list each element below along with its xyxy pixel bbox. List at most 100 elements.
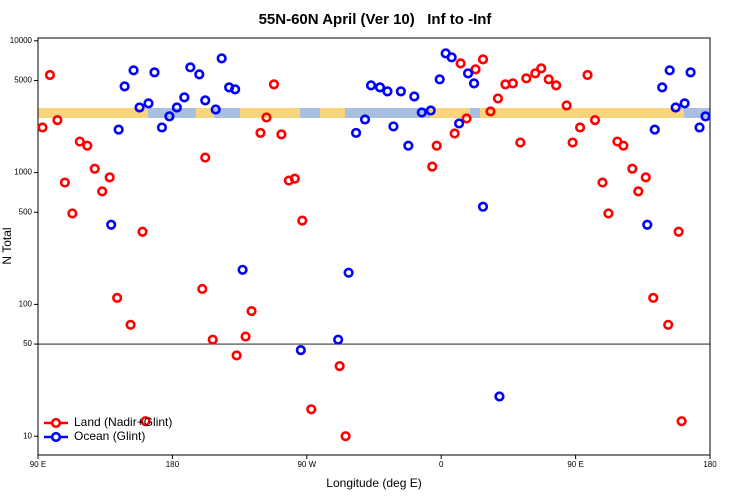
- point: [200, 152, 211, 163]
- point: [567, 137, 578, 148]
- point: [149, 67, 160, 78]
- point: [455, 58, 466, 69]
- point: [494, 391, 505, 402]
- point: [230, 84, 241, 95]
- y-tick-label: 10: [23, 431, 32, 440]
- point: [113, 124, 124, 135]
- point: [197, 283, 208, 295]
- point: [343, 267, 354, 278]
- point: [276, 129, 287, 140]
- point: [536, 63, 547, 74]
- point: [679, 98, 690, 109]
- point: [350, 127, 362, 139]
- point: [477, 54, 489, 65]
- point: [427, 161, 438, 172]
- point: [597, 177, 608, 188]
- point: [119, 81, 130, 92]
- point: [44, 69, 56, 81]
- point: [403, 140, 414, 151]
- point: [112, 292, 123, 304]
- x-tick-label: 180: [703, 460, 717, 469]
- y-tick-label: 500: [19, 207, 33, 216]
- point: [561, 100, 572, 111]
- point: [515, 137, 526, 148]
- point: [492, 93, 504, 104]
- point: [128, 65, 139, 76]
- point: [603, 208, 614, 219]
- y-tick-label: 10000: [10, 36, 33, 45]
- point: [261, 112, 272, 123]
- point: [663, 319, 674, 330]
- point: [268, 79, 280, 90]
- chart-title: 55N-60N April (Ver 10) Inf to -Inf: [259, 11, 493, 28]
- point: [589, 115, 601, 126]
- x-tick-label: 0: [439, 460, 444, 469]
- point: [210, 104, 221, 115]
- point: [521, 73, 532, 84]
- point: [627, 163, 638, 174]
- point: [431, 140, 442, 151]
- point: [289, 173, 300, 184]
- point: [468, 78, 480, 89]
- point: [143, 98, 154, 109]
- point: [359, 114, 371, 125]
- point: [179, 92, 190, 103]
- point: [676, 416, 687, 427]
- point: [340, 431, 351, 442]
- point: [648, 292, 659, 304]
- point: [333, 334, 344, 345]
- point: [395, 86, 406, 97]
- point: [434, 74, 445, 85]
- point: [74, 136, 85, 147]
- y-axis-label: N Total: [0, 227, 14, 264]
- point: [231, 350, 242, 361]
- x-tick-label: 90 E: [30, 460, 46, 469]
- y-tick-label: 50: [23, 339, 32, 348]
- point: [37, 122, 48, 133]
- point: [694, 122, 705, 133]
- point: [618, 140, 629, 151]
- point: [574, 122, 586, 133]
- point: [462, 68, 474, 79]
- x-axis-label: Longitude (deg E): [326, 476, 421, 490]
- point: [664, 65, 675, 76]
- point: [530, 68, 541, 79]
- point: [425, 105, 436, 116]
- point: [365, 80, 377, 91]
- point: [388, 121, 399, 132]
- point: [156, 122, 168, 133]
- point: [164, 111, 175, 122]
- point: [97, 186, 108, 197]
- point: [670, 102, 681, 113]
- x-tick-label: 180: [166, 460, 180, 469]
- point: [216, 53, 227, 64]
- point: [59, 177, 70, 188]
- point: [106, 219, 117, 230]
- point: [477, 201, 489, 212]
- point: [409, 91, 420, 102]
- point: [137, 226, 148, 237]
- point: [446, 52, 457, 63]
- y-tick-label: 1000: [14, 168, 32, 177]
- x-tick-label: 90 W: [297, 460, 316, 469]
- x-tick-label: 90 E: [567, 460, 583, 469]
- legend-label: Land (Nadir+Glint): [74, 415, 172, 429]
- point: [642, 219, 653, 230]
- point: [237, 264, 248, 275]
- point: [685, 67, 696, 78]
- point: [334, 361, 345, 372]
- point: [255, 127, 266, 139]
- legend-marker: [50, 417, 62, 429]
- point: [633, 186, 644, 197]
- point: [374, 82, 386, 93]
- point: [673, 226, 684, 237]
- map-strip: [38, 108, 710, 118]
- point: [382, 86, 393, 97]
- point: [470, 64, 481, 75]
- point: [207, 334, 218, 345]
- point: [543, 74, 554, 85]
- point: [125, 319, 136, 330]
- point: [200, 95, 211, 106]
- point: [194, 69, 205, 80]
